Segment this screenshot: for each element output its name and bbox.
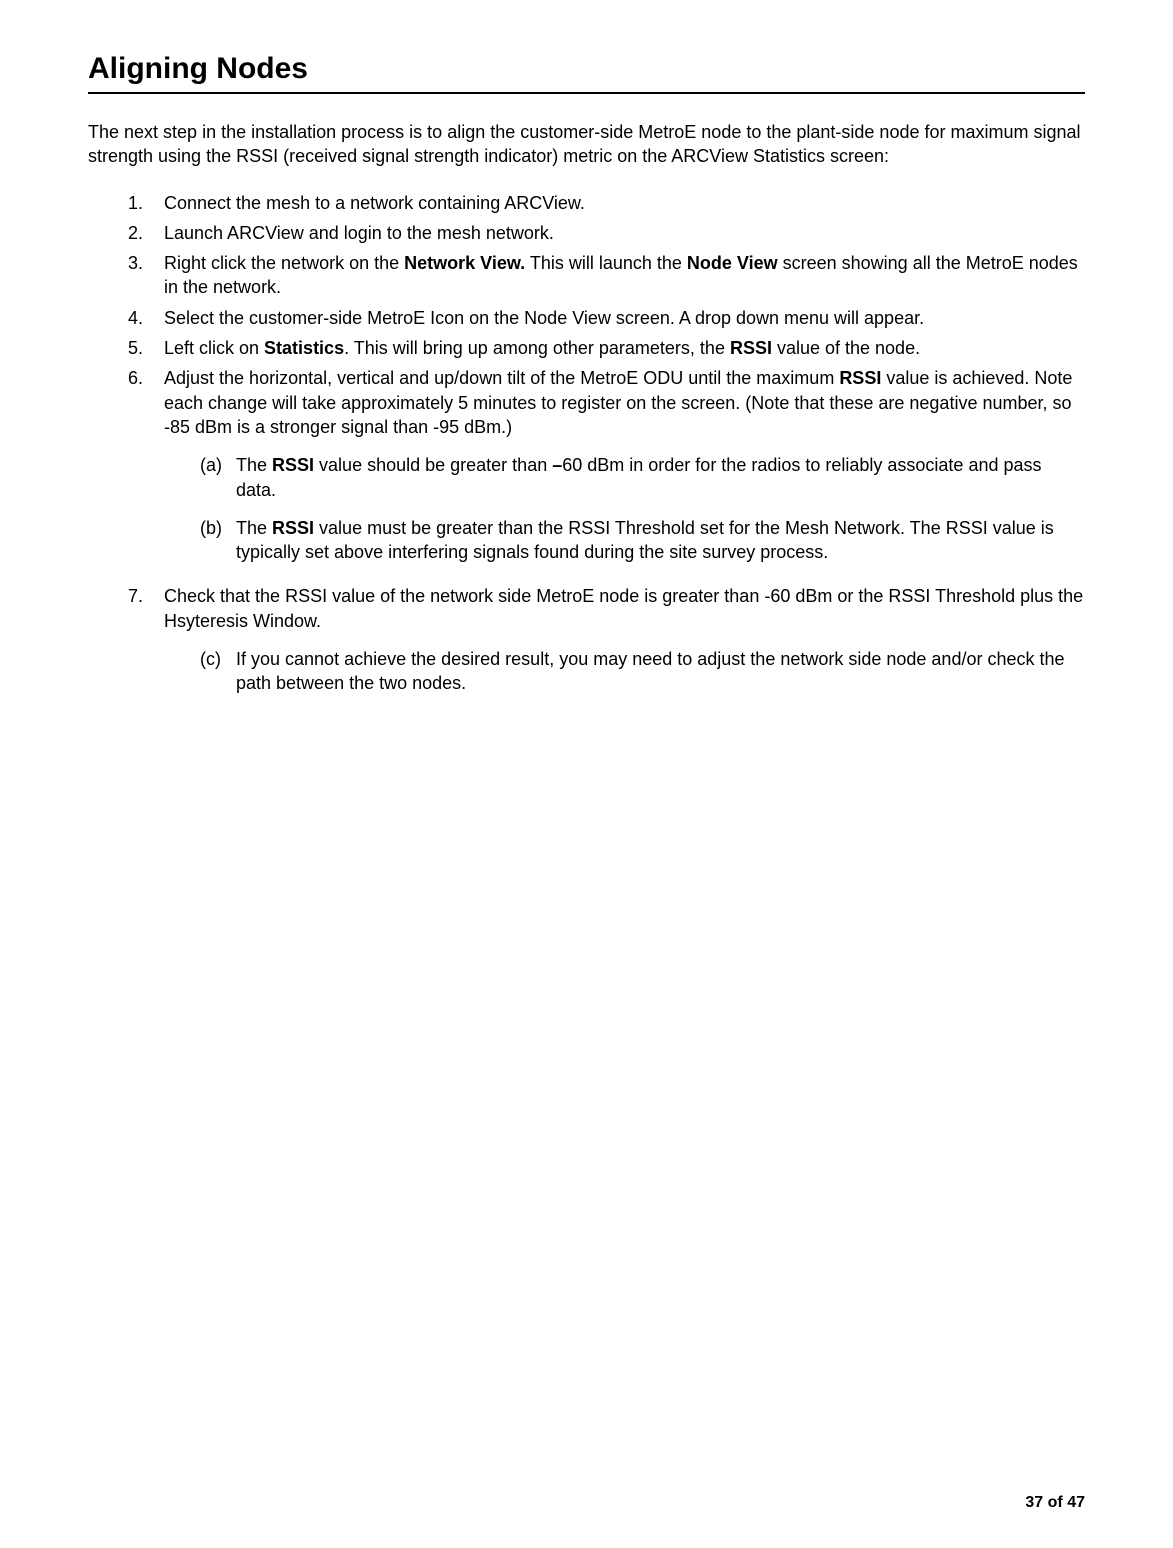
step-text: Adjust the horizontal, vertical and up/d… <box>164 368 1072 437</box>
text-run: value should be greater than <box>314 455 552 475</box>
step-number: 4. <box>128 306 143 330</box>
bold-term: – <box>552 455 562 475</box>
substeps-list: (a) The RSSI value should be greater tha… <box>164 453 1085 564</box>
step-item: 1. Connect the mesh to a network contain… <box>128 191 1085 215</box>
step-item: 4. Select the customer-side MetroE Icon … <box>128 306 1085 330</box>
bold-term: Node View <box>687 253 778 273</box>
text-run: . This will bring up among other paramet… <box>344 338 730 358</box>
step-number: 7. <box>128 584 143 608</box>
bold-term: RSSI <box>839 368 881 388</box>
substep-letter: (b) <box>200 516 222 540</box>
bold-term: Network View. <box>404 253 525 273</box>
step-number: 1. <box>128 191 143 215</box>
substep-text: If you cannot achieve the desired result… <box>236 649 1065 693</box>
text-run: This will launch the <box>525 253 687 273</box>
step-item: 2. Launch ARCView and login to the mesh … <box>128 221 1085 245</box>
text-run: The <box>236 518 272 538</box>
text-run: value must be greater than the RSSI Thre… <box>236 518 1054 562</box>
step-text: Right click the network on the Network V… <box>164 253 1078 297</box>
document-page: Aligning Nodes The next step in the inst… <box>0 0 1173 1548</box>
substep-text: The RSSI value must be greater than the … <box>236 518 1054 562</box>
substeps-list: (c) If you cannot achieve the desired re… <box>164 647 1085 696</box>
step-item: 7. Check that the RSSI value of the netw… <box>128 584 1085 695</box>
intro-paragraph: The next step in the installation proces… <box>88 120 1085 169</box>
substep-item: (c) If you cannot achieve the desired re… <box>200 647 1085 696</box>
text-run: value of the node. <box>772 338 920 358</box>
step-text: Check that the RSSI value of the network… <box>164 586 1083 630</box>
bold-term: Statistics <box>264 338 344 358</box>
steps-list: 1. Connect the mesh to a network contain… <box>88 191 1085 696</box>
bold-term: RSSI <box>272 518 314 538</box>
text-run: Right click the network on the <box>164 253 404 273</box>
substep-item: (b) The RSSI value must be greater than … <box>200 516 1085 565</box>
step-text: Left click on Statistics. This will brin… <box>164 338 920 358</box>
step-number: 6. <box>128 366 143 390</box>
step-number: 3. <box>128 251 143 275</box>
section-heading: Aligning Nodes <box>88 52 1085 94</box>
step-number: 5. <box>128 336 143 360</box>
substep-item: (a) The RSSI value should be greater tha… <box>200 453 1085 502</box>
page-footer: 37 of 47 <box>1025 1494 1085 1512</box>
step-item: 6. Adjust the horizontal, vertical and u… <box>128 366 1085 564</box>
text-run: The <box>236 455 272 475</box>
substep-letter: (a) <box>200 453 222 477</box>
step-item: 5. Left click on Statistics. This will b… <box>128 336 1085 360</box>
step-item: 3. Right click the network on the Networ… <box>128 251 1085 300</box>
text-run: Adjust the horizontal, vertical and up/d… <box>164 368 839 388</box>
step-text: Select the customer-side MetroE Icon on … <box>164 308 924 328</box>
bold-term: RSSI <box>272 455 314 475</box>
step-text: Connect the mesh to a network containing… <box>164 193 585 213</box>
step-number: 2. <box>128 221 143 245</box>
step-text: Launch ARCView and login to the mesh net… <box>164 223 554 243</box>
bold-term: RSSI <box>730 338 772 358</box>
text-run: Left click on <box>164 338 264 358</box>
substep-text: The RSSI value should be greater than –6… <box>236 455 1042 499</box>
substep-letter: (c) <box>200 647 221 671</box>
